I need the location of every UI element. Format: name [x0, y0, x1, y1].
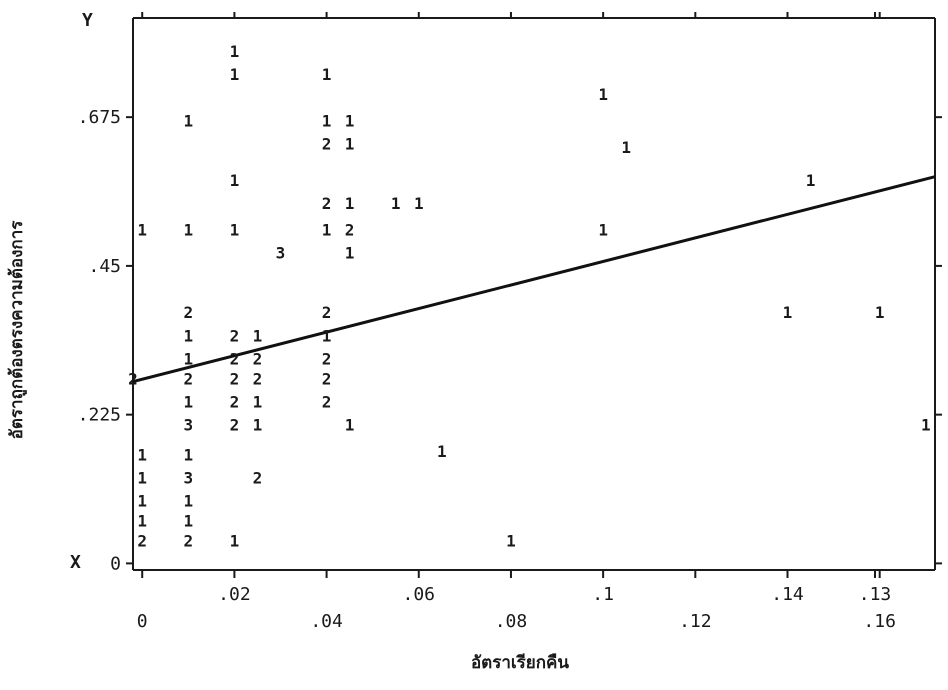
data-point-47: 1	[253, 416, 263, 435]
data-point-49: 1	[921, 416, 931, 435]
data-point-16: 1	[137, 221, 147, 240]
x-axis-letter: X	[70, 552, 81, 573]
data-point-23: 1	[345, 244, 355, 263]
data-point-30: 1	[253, 326, 263, 345]
data-point-61: 2	[183, 531, 193, 550]
data-point-14: 1	[391, 194, 401, 213]
data-point-1: 1	[230, 65, 240, 84]
data-point-39: 2	[253, 369, 263, 388]
data-point-6: 1	[345, 111, 355, 130]
data-point-26: 1	[783, 303, 793, 322]
data-point-2: 1	[322, 65, 332, 84]
data-point-40: 2	[322, 369, 332, 388]
data-point-42: 2	[230, 392, 240, 411]
data-point-57: 1	[183, 492, 193, 511]
data-point-53: 1	[137, 468, 147, 487]
x-tick-label-lower-4: .16	[863, 611, 896, 632]
data-point-48: 1	[345, 416, 355, 435]
x-tick-label-upper-1: .06	[403, 584, 436, 605]
data-point-20: 2	[345, 221, 355, 240]
data-point-62: 1	[230, 531, 240, 550]
data-point-27: 1	[875, 303, 885, 322]
data-point-0: 1	[230, 42, 240, 61]
x-tick-label-lower-2: .08	[495, 611, 528, 632]
data-point-38: 2	[230, 369, 240, 388]
data-point-4: 1	[183, 111, 193, 130]
data-point-21: 1	[598, 221, 608, 240]
data-point-7: 2	[322, 135, 332, 154]
data-point-63: 1	[506, 531, 516, 550]
x-tick-label-upper-4: .13	[859, 584, 892, 605]
y-tick-label-2: .45	[88, 256, 121, 277]
data-point-9: 1	[621, 138, 631, 157]
x-axis-title: อัตราเรียกคืน	[471, 652, 569, 673]
x-tick-label-upper-2: .1	[592, 584, 614, 605]
data-point-13: 1	[345, 194, 355, 213]
x-tick-label-lower-1: .04	[310, 611, 343, 632]
data-point-60: 2	[137, 531, 147, 550]
data-point-5: 1	[322, 111, 332, 130]
data-point-54: 3	[183, 468, 193, 487]
y-tick-label-0: 0	[110, 553, 121, 574]
data-point-35: 2	[322, 349, 332, 368]
data-point-33: 2	[230, 349, 240, 368]
y-tick-label-1: .225	[78, 405, 121, 426]
regression-line	[132, 175, 936, 384]
data-point-11: 1	[806, 171, 816, 190]
y-axis-letter: Y	[82, 10, 93, 31]
data-point-12: 2	[322, 194, 332, 213]
data-point-17: 1	[183, 221, 193, 240]
data-point-15: 1	[414, 194, 424, 213]
data-point-46: 2	[230, 416, 240, 435]
x-tick-label-lower-3: .12	[679, 611, 712, 632]
data-point-36: 2	[128, 369, 138, 388]
data-point-32: 1	[183, 349, 193, 368]
x-tick-label-upper-3: .14	[771, 584, 804, 605]
data-point-41: 1	[183, 392, 193, 411]
data-point-28: 1	[183, 326, 193, 345]
y-axis-title: อัตราถูกต้องตรงความต้องการ	[7, 220, 28, 440]
data-point-52: 1	[437, 442, 447, 461]
data-point-44: 2	[322, 392, 332, 411]
data-point-22: 3	[276, 244, 286, 263]
data-point-25: 2	[322, 303, 332, 322]
data-point-31: 1	[322, 326, 332, 345]
data-point-19: 1	[322, 221, 332, 240]
y-tick-label-3: .675	[78, 107, 121, 128]
data-point-8: 1	[345, 135, 355, 154]
data-point-56: 1	[137, 492, 147, 511]
data-point-18: 1	[230, 221, 240, 240]
data-point-45: 3	[183, 416, 193, 435]
x-tick-label-upper-0: .02	[218, 584, 251, 605]
data-point-59: 1	[183, 511, 193, 530]
data-point-24: 2	[183, 303, 193, 322]
data-point-51: 1	[183, 445, 193, 464]
data-point-29: 2	[230, 326, 240, 345]
data-point-58: 1	[137, 511, 147, 530]
data-point-10: 1	[230, 171, 240, 190]
data-point-3: 1	[598, 85, 608, 104]
data-point-50: 1	[137, 445, 147, 464]
axis-tick-labels: 0 .225 .45 .675 0 .04 .08 .12 .16 .02 .06 .1 .14 .13	[78, 107, 896, 632]
data-point-55: 2	[253, 468, 263, 487]
data-points: 11 111 1 12 1 11 12 1 1 11 1 1 1 2 13 12 2 1 11 2 1 11 2 2 22 2 2 2…	[128, 42, 930, 550]
axis-ticks	[126, 12, 942, 578]
data-point-34: 2	[253, 349, 263, 368]
data-point-37: 2	[183, 369, 193, 388]
x-tick-label-lower-0: 0	[137, 611, 148, 632]
data-point-43: 1	[253, 392, 263, 411]
